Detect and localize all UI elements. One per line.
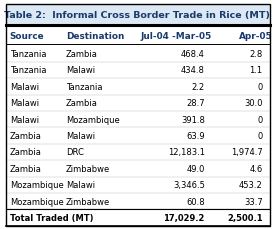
Text: 2,500.1: 2,500.1	[227, 213, 263, 222]
Text: Zambia: Zambia	[10, 164, 42, 173]
Text: 17,029.2: 17,029.2	[164, 213, 205, 222]
Text: 2.2: 2.2	[192, 82, 205, 91]
Text: Zimbabwe: Zimbabwe	[66, 164, 110, 173]
Text: DRC: DRC	[66, 148, 84, 157]
Text: Malawi: Malawi	[10, 82, 39, 91]
Text: 391.8: 391.8	[181, 115, 205, 124]
Text: 12,183.1: 12,183.1	[168, 148, 205, 157]
Text: Zambia: Zambia	[66, 99, 98, 108]
Text: Malawi: Malawi	[10, 115, 39, 124]
Text: Malawi: Malawi	[66, 131, 95, 140]
Text: Mozambique: Mozambique	[10, 180, 63, 189]
Text: Mozambique: Mozambique	[10, 197, 63, 206]
Text: Tanzania: Tanzania	[10, 66, 46, 75]
Text: 0: 0	[257, 115, 263, 124]
Text: Zambia: Zambia	[66, 50, 98, 59]
Text: 1,974.7: 1,974.7	[231, 148, 263, 157]
Text: Zambia: Zambia	[10, 131, 42, 140]
Text: 63.9: 63.9	[186, 131, 205, 140]
Text: 30.0: 30.0	[244, 99, 263, 108]
Text: Apr-05: Apr-05	[239, 31, 273, 40]
Text: 4.6: 4.6	[249, 164, 263, 173]
Text: 0: 0	[257, 82, 263, 91]
Text: Malawi: Malawi	[10, 99, 39, 108]
Text: Malawi: Malawi	[66, 66, 95, 75]
Text: Table 2:  Informal Cross Border Trade in Rice (MT): Table 2: Informal Cross Border Trade in …	[4, 11, 271, 20]
Text: 453.2: 453.2	[239, 180, 263, 189]
Bar	[6, 5, 270, 26]
Text: Destination: Destination	[66, 31, 124, 40]
Text: Tanzania: Tanzania	[10, 50, 46, 59]
Text: 49.0: 49.0	[186, 164, 205, 173]
Text: 468.4: 468.4	[181, 50, 205, 59]
Text: Zimbabwe: Zimbabwe	[66, 197, 110, 206]
Text: Tanzania: Tanzania	[66, 82, 103, 91]
Text: 1.1: 1.1	[249, 66, 263, 75]
Text: Jul-04 -Mar-05: Jul-04 -Mar-05	[140, 31, 212, 40]
Text: 2.8: 2.8	[249, 50, 263, 59]
Text: 28.7: 28.7	[186, 99, 205, 108]
Text: Source: Source	[10, 31, 44, 40]
Text: Zambia: Zambia	[10, 148, 42, 157]
Text: Total Traded (MT): Total Traded (MT)	[10, 213, 93, 222]
Text: 33.7: 33.7	[244, 197, 263, 206]
Text: Mozambique: Mozambique	[66, 115, 120, 124]
Text: Malawi: Malawi	[66, 180, 95, 189]
Text: 3,346.5: 3,346.5	[173, 180, 205, 189]
Text: 434.8: 434.8	[181, 66, 205, 75]
Text: 60.8: 60.8	[186, 197, 205, 206]
Text: 0: 0	[257, 131, 263, 140]
